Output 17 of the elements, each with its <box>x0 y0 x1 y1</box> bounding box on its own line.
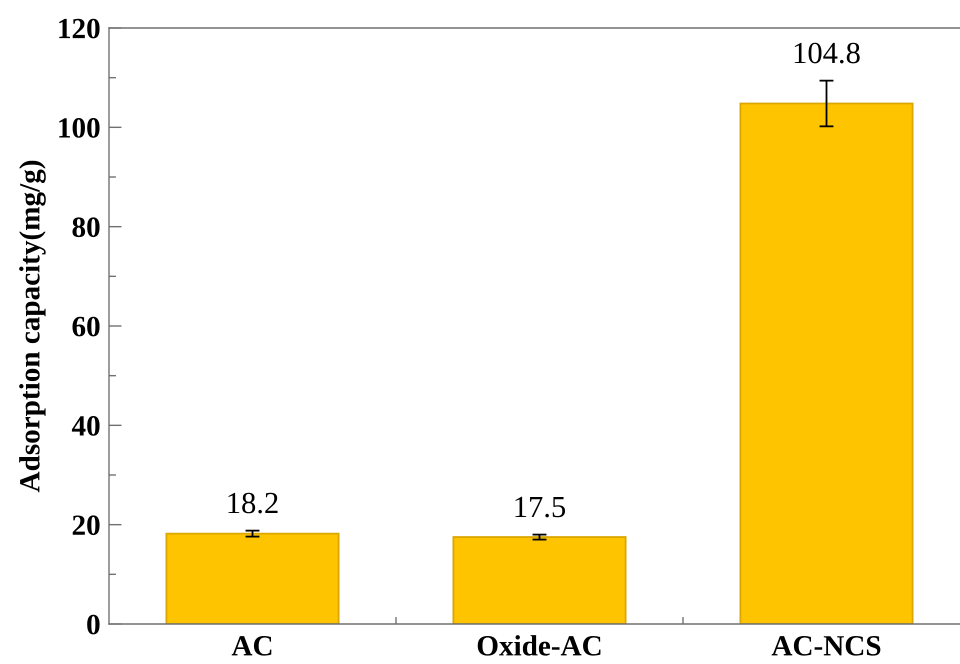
y-axis-title: Adsorption capacity(mg/g) <box>19 160 46 492</box>
x-tick-label: AC-NCS <box>772 636 880 656</box>
y-tick-label: 80 <box>72 217 100 238</box>
y-tick-label: 0 <box>87 614 100 634</box>
y-tick-label: 60 <box>72 316 100 336</box>
data-label: 104.8 <box>794 42 860 64</box>
x-tick-label: AC <box>232 636 272 656</box>
bar <box>739 102 914 624</box>
bar <box>452 536 627 624</box>
y-tick-label: 100 <box>59 118 100 138</box>
bar <box>165 532 340 624</box>
data-label: 18.2 <box>228 492 278 514</box>
data-label: 17.5 <box>515 496 566 518</box>
x-tick-label: Oxide-AC <box>478 635 600 656</box>
y-tick-label: 120 <box>59 18 100 38</box>
y-tick-label: 40 <box>72 416 100 436</box>
y-tick-label: 20 <box>72 515 100 536</box>
